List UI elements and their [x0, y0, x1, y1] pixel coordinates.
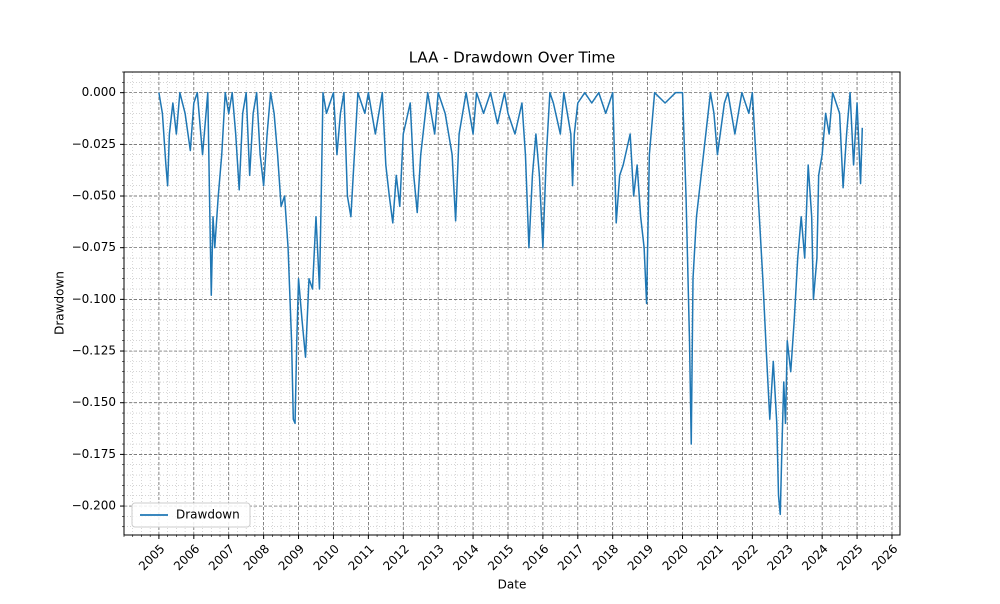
y-tick-label: 0.000: [82, 85, 116, 99]
y-tick-label: −0.075: [72, 240, 116, 254]
y-tick-label: −0.100: [72, 292, 116, 306]
plot-frame: [123, 71, 901, 536]
y-tick-label: −0.025: [72, 137, 116, 151]
legend-box: [131, 502, 251, 528]
chart-title: LAA - Drawdown Over Time: [409, 49, 616, 67]
y-tick-label: −0.200: [72, 499, 116, 513]
legend-label: Drawdown: [176, 508, 240, 522]
y-tick-label: −0.050: [72, 189, 116, 203]
y-tick-label: −0.150: [72, 395, 116, 409]
y-axis-label: Drawdown: [53, 271, 67, 335]
grid: [123, 71, 900, 535]
x-axis-label: Date: [498, 578, 527, 592]
y-tick-label: −0.175: [72, 447, 116, 461]
y-tick-label: −0.125: [72, 344, 116, 358]
line: [158, 91, 864, 516]
